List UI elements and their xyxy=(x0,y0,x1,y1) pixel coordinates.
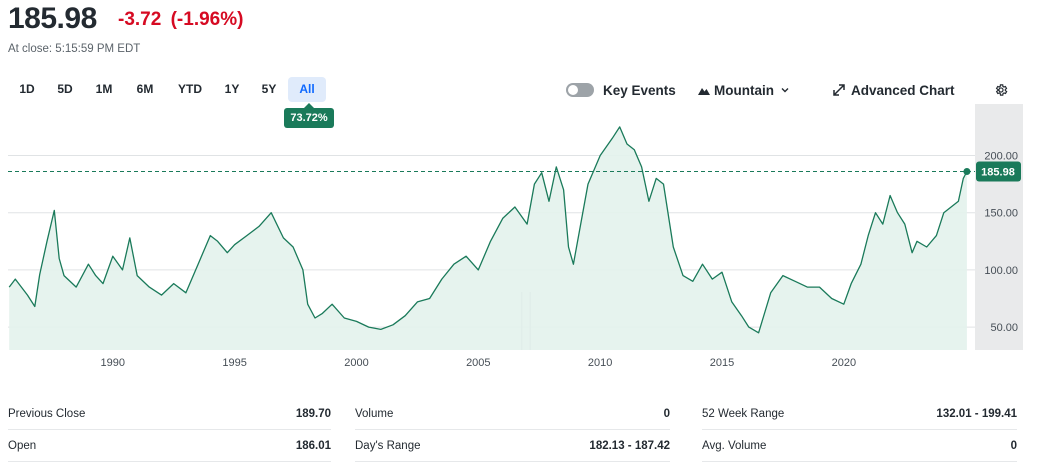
advanced-chart-label: Advanced Chart xyxy=(851,82,955,98)
stat-value: 182.13 - 187.42 xyxy=(589,439,670,452)
y-tick-label: 100.00 xyxy=(984,265,1018,277)
chart-svg: 50.00 100.00 150.00 200.00 1990 1995 2000 2005… xyxy=(8,104,1023,369)
stat-label: Previous Close xyxy=(8,407,86,420)
close-time: At close: 5:15:59 PM EDT xyxy=(8,43,141,55)
key-events-label: Key Events xyxy=(603,82,676,98)
gear-icon xyxy=(995,84,1008,96)
x-tick-label: 1995 xyxy=(222,357,246,369)
chart-type-label: Mountain xyxy=(714,82,774,98)
chart-type-dropdown[interactable]: Mountain xyxy=(698,80,790,100)
stat-days-range: Day's Range 182.13 - 187.42 xyxy=(355,430,670,462)
range-ytd-button[interactable]: YTD xyxy=(178,82,202,96)
x-tick-label: 2000 xyxy=(344,357,368,369)
x-tick-label: 1990 xyxy=(101,357,125,369)
change-value: -3.72 xyxy=(118,9,162,30)
stat-value: 186.01 xyxy=(295,439,331,452)
stat-value: 0 xyxy=(663,407,670,420)
stat-volume: Volume 0 xyxy=(355,398,670,430)
stat-label: Volume xyxy=(355,407,394,420)
range-selector: 1D 5D 1M 6M YTD 1Y 5Y All xyxy=(8,77,326,102)
x-tick-label: 2010 xyxy=(588,357,612,369)
stat-previous-close: Previous Close 189.70 xyxy=(8,398,331,430)
y-axis-panel xyxy=(975,104,1023,350)
price-chart[interactable]: 50.00 100.00 150.00 200.00 1990 1995 2000 2005… xyxy=(8,104,1025,374)
range-1m-button[interactable]: 1M xyxy=(95,82,113,96)
range-1d-button[interactable]: 1D xyxy=(19,82,35,96)
y-tick-label: 50.00 xyxy=(990,322,1018,334)
x-tick-label: 2005 xyxy=(466,357,490,369)
y-tick-label: 200.00 xyxy=(984,150,1018,162)
key-events-toggle[interactable]: Key Events xyxy=(566,80,676,100)
chevron-down-icon xyxy=(781,88,789,93)
stat-label: Avg. Volume xyxy=(702,439,767,452)
change-percent: (-1.96%) xyxy=(170,9,244,30)
mountain-icon xyxy=(698,87,710,95)
range-6m-button[interactable]: 6M xyxy=(136,82,154,96)
y-axis-ticks: 50.00 100.00 150.00 200.00 xyxy=(984,150,1018,334)
x-tick-label: 2015 xyxy=(710,357,734,369)
chart-settings-button[interactable] xyxy=(994,80,1008,100)
x-tick-label: 2020 xyxy=(832,357,856,369)
expand-icon xyxy=(833,84,845,96)
range-5d-button[interactable]: 5D xyxy=(57,82,73,96)
stat-value: 189.70 xyxy=(295,407,331,420)
last-price-marker xyxy=(963,168,971,176)
stat-label: 52 Week Range xyxy=(702,407,785,420)
stat-avg-volume: Avg. Volume 0 xyxy=(702,430,1017,462)
range-5y-button[interactable]: 5Y xyxy=(261,82,277,96)
last-price-label: 185.98 xyxy=(976,161,1021,182)
y-tick-label: 150.00 xyxy=(984,208,1018,220)
x-axis-ticks: 1990 1995 2000 2005 2010 2015 2020 xyxy=(101,357,857,369)
performance-badge: 73.72% xyxy=(284,103,334,128)
stat-value: 0 xyxy=(1010,439,1017,452)
stat-label: Day's Range xyxy=(355,439,421,452)
advanced-chart-button[interactable]: Advanced Chart xyxy=(833,80,955,100)
current-price: 185.98 xyxy=(8,2,97,35)
range-1y-button[interactable]: 1Y xyxy=(224,82,240,96)
last-price-label-bg xyxy=(976,161,1021,182)
stat-value: 132.01 - 199.41 xyxy=(936,407,1017,420)
price-area xyxy=(9,126,967,351)
price-line xyxy=(8,126,968,334)
price-change: -3.72 (-1.96%) xyxy=(118,9,243,31)
stat-52-week-range: 52 Week Range 132.01 - 199.41 xyxy=(702,398,1017,430)
stat-label: Open xyxy=(8,439,37,452)
toggle-switch-icon xyxy=(566,83,594,97)
last-price-label-text: 185.98 xyxy=(981,167,1015,179)
range-all-button[interactable]: All xyxy=(288,77,326,102)
stat-open: Open 186.01 xyxy=(8,430,331,462)
